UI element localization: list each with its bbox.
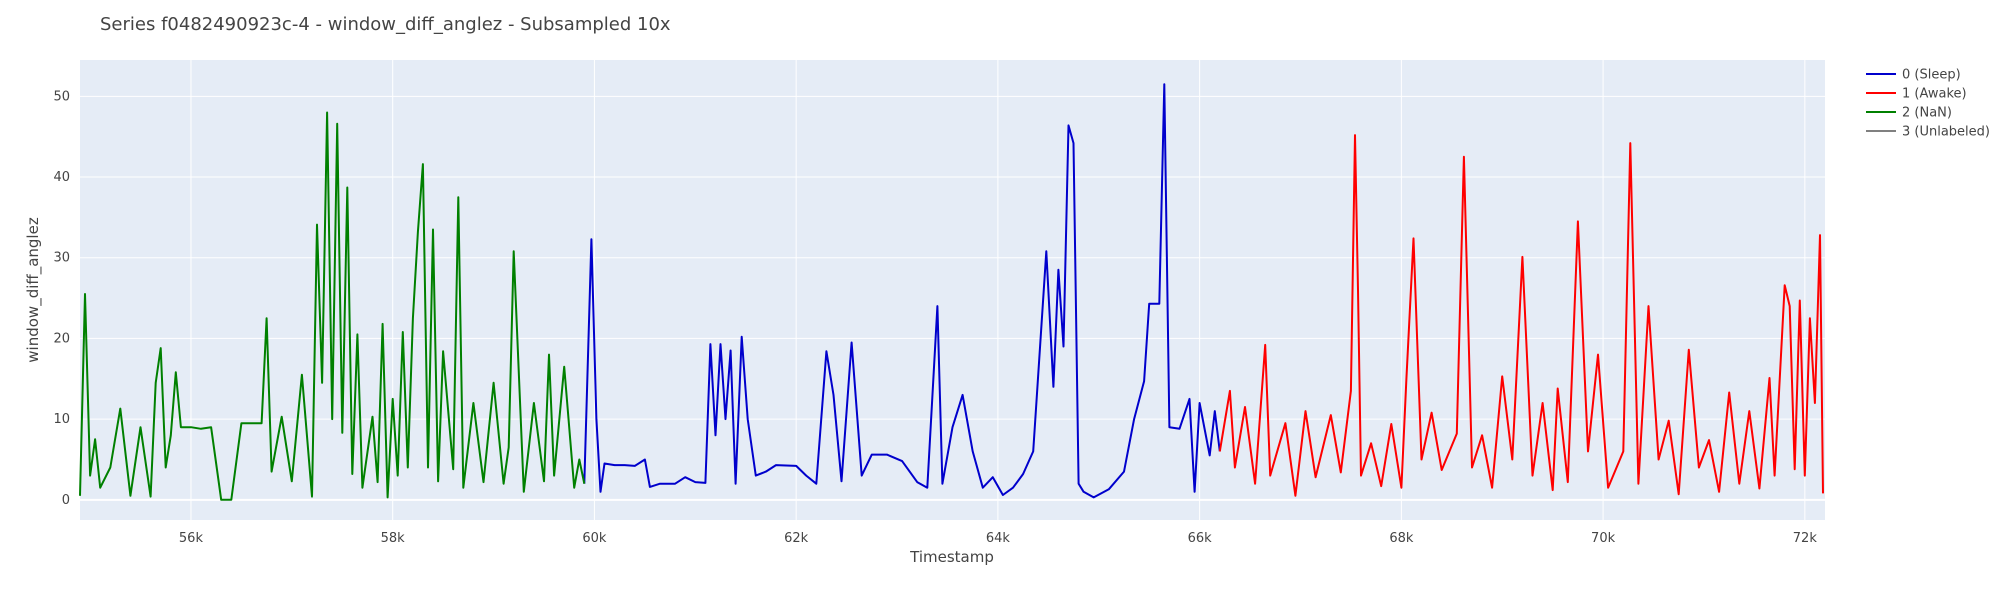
y-axis-title: window_diff_anglez — [24, 217, 43, 363]
x-tick-label: 66k — [1188, 531, 1213, 546]
x-tick-label: 64k — [986, 531, 1011, 546]
legend[interactable]: 0 (Sleep) 1 (Awake) 2 (NaN) 3 (Unlabeled) — [1866, 68, 1990, 140]
y-tick-label: 0 — [62, 493, 70, 508]
y-tick-label: 20 — [53, 331, 70, 346]
y-tick-label: 10 — [53, 412, 70, 427]
chart-title: Series f0482490923c-4 - window_diff_angl… — [100, 14, 671, 35]
series-layer — [79, 83, 1824, 501]
x-tick-label: 58k — [381, 531, 406, 546]
series-line-1[interactable] — [1218, 134, 1824, 497]
x-tick-label: 62k — [784, 531, 809, 546]
legend-label: 3 (Unlabeled) — [1902, 125, 1990, 140]
legend-item[interactable]: 1 (Awake) — [1866, 87, 1967, 102]
series-line-2[interactable] — [79, 111, 586, 501]
x-tick-label: 60k — [582, 531, 607, 546]
x-axis-title: Timestamp — [909, 548, 994, 566]
legend-item[interactable]: 3 (Unlabeled) — [1866, 125, 1990, 140]
x-tick-label: 70k — [1591, 531, 1616, 546]
legend-label: 2 (NaN) — [1902, 106, 1952, 121]
legend-item[interactable]: 0 (Sleep) — [1866, 68, 1961, 83]
y-tick-label: 50 — [53, 89, 70, 104]
grid-lines — [80, 60, 1825, 520]
legend-label: 1 (Awake) — [1902, 87, 1967, 102]
legend-item[interactable]: 2 (NaN) — [1866, 106, 1952, 121]
y-tick-label: 30 — [53, 251, 70, 266]
series-line-0[interactable] — [583, 83, 1221, 499]
x-tick-label: 68k — [1389, 531, 1414, 546]
x-tick-label: 72k — [1793, 531, 1818, 546]
y-tick-label: 40 — [53, 170, 70, 185]
axes: 56k 58k 60k 62k 64k 66k 68k 70k 72k 0 10 20 30 40 50 — [53, 89, 1817, 546]
legend-label: 0 (Sleep) — [1902, 68, 1961, 83]
plot-background — [80, 60, 1825, 520]
x-tick-label: 56k — [179, 531, 204, 546]
